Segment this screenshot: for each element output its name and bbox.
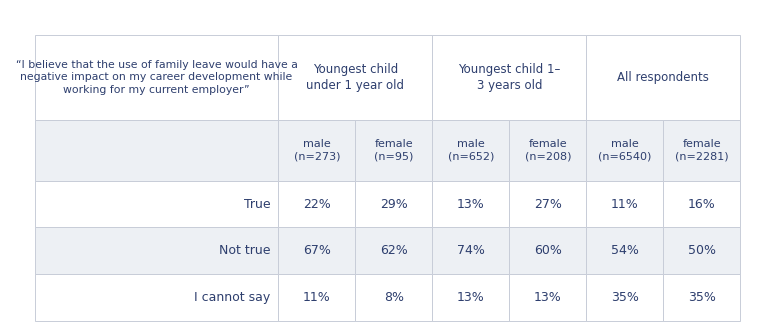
Text: 29%: 29% (380, 198, 408, 211)
Bar (356, 227, 432, 274)
Text: 8%: 8% (384, 291, 404, 304)
Bar (664, 181, 740, 227)
Bar (35, 227, 278, 274)
Bar (509, 120, 587, 181)
Bar (356, 181, 432, 227)
Bar (278, 274, 356, 321)
Text: 74%: 74% (457, 244, 485, 257)
Bar (432, 274, 509, 321)
Bar (432, 181, 509, 227)
Text: 67%: 67% (303, 244, 331, 257)
Text: 35%: 35% (611, 291, 639, 304)
Bar (278, 120, 356, 181)
Text: “I believe that the use of family leave would have a
negative impact on my caree: “I believe that the use of family leave … (15, 59, 297, 95)
Text: Youngest child 1–
3 years old: Youngest child 1– 3 years old (458, 62, 561, 92)
Text: True: True (244, 198, 270, 211)
Bar (432, 35, 587, 120)
Bar (356, 274, 432, 321)
Text: I cannot say: I cannot say (194, 291, 270, 304)
Text: female
(n=95): female (n=95) (374, 139, 413, 162)
Bar (587, 35, 740, 120)
Text: 22%: 22% (303, 198, 331, 211)
Text: female
(n=2281): female (n=2281) (675, 139, 729, 162)
Bar (587, 120, 664, 181)
Bar (356, 120, 432, 181)
Text: 60%: 60% (534, 244, 562, 257)
Text: Not true: Not true (219, 244, 270, 257)
Text: male
(n=6540): male (n=6540) (598, 139, 651, 162)
Text: 35%: 35% (688, 291, 716, 304)
Bar (35, 181, 278, 227)
Text: 50%: 50% (688, 244, 716, 257)
Bar (278, 35, 432, 120)
Text: 27%: 27% (534, 198, 562, 211)
Text: 62%: 62% (380, 244, 408, 257)
Bar (35, 274, 278, 321)
Text: Youngest child
under 1 year old: Youngest child under 1 year old (306, 62, 404, 92)
Text: 11%: 11% (303, 291, 331, 304)
Bar (664, 227, 740, 274)
Text: 11%: 11% (611, 198, 639, 211)
Bar (509, 274, 587, 321)
Text: male
(n=652): male (n=652) (448, 139, 494, 162)
Text: 16%: 16% (688, 198, 716, 211)
Bar (587, 274, 664, 321)
Text: All respondents: All respondents (617, 71, 710, 84)
Text: 13%: 13% (457, 198, 485, 211)
Bar (509, 181, 587, 227)
Text: 54%: 54% (611, 244, 639, 257)
Bar (664, 120, 740, 181)
Bar (432, 120, 509, 181)
Text: male
(n=273): male (n=273) (293, 139, 340, 162)
Bar (278, 181, 356, 227)
Bar (432, 227, 509, 274)
Bar (587, 181, 664, 227)
Text: 13%: 13% (534, 291, 561, 304)
Bar (664, 274, 740, 321)
Bar (278, 227, 356, 274)
Bar (35, 120, 278, 181)
Bar (587, 227, 664, 274)
Text: female
(n=208): female (n=208) (525, 139, 571, 162)
Text: 13%: 13% (457, 291, 485, 304)
Bar (35, 35, 278, 120)
Bar (509, 227, 587, 274)
